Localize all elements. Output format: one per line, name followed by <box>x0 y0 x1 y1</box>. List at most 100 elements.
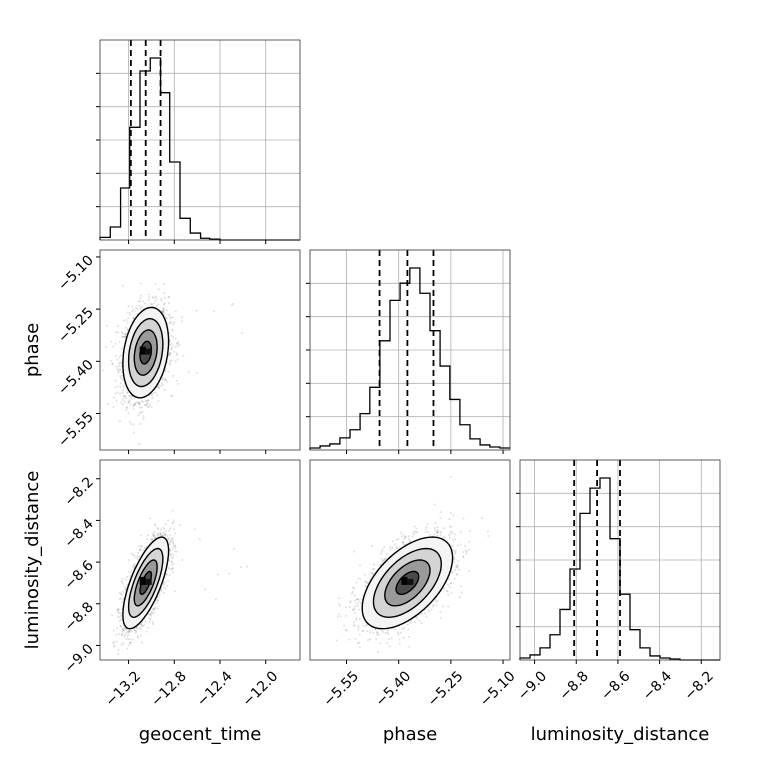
scatter-point <box>151 296 154 299</box>
scatter-point <box>116 391 119 394</box>
scatter-point <box>116 609 119 612</box>
scatter-point <box>216 573 219 576</box>
scatter-point <box>170 568 173 571</box>
scatter-point <box>160 381 163 384</box>
scatter-point <box>152 534 155 537</box>
scatter-point <box>172 546 175 549</box>
scatter-point <box>118 633 121 636</box>
scatter-point <box>116 367 119 370</box>
scatter-point <box>157 303 160 306</box>
scatter-point <box>170 537 173 540</box>
scatter-point <box>167 296 170 299</box>
scatter-point <box>120 365 123 368</box>
scatter-point <box>111 362 114 365</box>
scatter-point <box>413 525 416 528</box>
density-peak-cell <box>145 578 152 585</box>
scatter-point <box>116 325 119 328</box>
scatter-point <box>156 533 159 536</box>
scatter-point <box>137 401 140 404</box>
scatter-point <box>151 537 154 540</box>
scatter-point <box>162 534 165 537</box>
scatter-point <box>127 412 130 415</box>
scatter-point <box>447 605 450 608</box>
scatter-point <box>134 310 137 313</box>
scatter-point <box>169 344 172 347</box>
scatter-point <box>127 402 130 405</box>
scatter-point <box>148 517 151 520</box>
scatter-point <box>115 633 118 636</box>
scatter-point <box>157 288 160 291</box>
scatter-point <box>133 629 136 632</box>
scatter-point <box>167 537 170 540</box>
hist-panel-geocent_time <box>96 39 301 241</box>
scatter-point <box>132 431 135 434</box>
density-peak-cell <box>145 348 152 355</box>
scatter-point <box>338 603 341 606</box>
scatter-point <box>167 529 170 532</box>
scatter-point <box>123 635 126 638</box>
scatter-point <box>174 550 177 553</box>
scatter-point <box>125 391 128 394</box>
scatter-point <box>135 629 138 632</box>
scatter-point <box>121 391 124 394</box>
scatter-point <box>123 629 126 632</box>
scatter-point <box>144 302 147 305</box>
scatter-point <box>129 638 132 641</box>
scatter-point <box>143 546 146 549</box>
scatter-point <box>127 633 130 636</box>
scatter-point <box>168 574 171 577</box>
scatter-point <box>147 298 150 301</box>
scatter-point <box>365 585 368 588</box>
scatter-point <box>146 399 149 402</box>
scatter-point <box>167 539 170 542</box>
scatter-point <box>170 343 173 346</box>
scatter-point <box>177 341 180 344</box>
scatter-point <box>169 548 172 551</box>
scatter-point <box>154 283 157 286</box>
scatter-point <box>168 352 171 355</box>
scatter-point <box>120 614 123 617</box>
scatter-point <box>114 386 117 389</box>
scatter-point <box>128 394 131 397</box>
scatter-point <box>401 541 404 544</box>
scatter-point <box>171 557 174 560</box>
scatter-point <box>166 538 169 541</box>
scatter-point <box>433 503 436 506</box>
scatter-point <box>168 363 171 366</box>
scatter-point <box>139 534 142 537</box>
scatter-point <box>124 633 127 636</box>
scatter-point <box>161 310 164 313</box>
scatter-point <box>120 331 123 334</box>
scatter-point <box>119 375 122 378</box>
scatter-point <box>122 384 125 387</box>
scatter-point <box>137 551 140 554</box>
scatter-point <box>122 394 125 397</box>
scatter-point <box>381 559 384 562</box>
scatter-point <box>182 354 185 357</box>
hist-panel-luminosity_distance <box>516 459 721 661</box>
scatter-point <box>138 545 141 548</box>
scatter-point <box>357 577 360 580</box>
scatter-point <box>174 310 177 313</box>
scatter-point <box>142 549 145 552</box>
scatter-point <box>174 345 177 348</box>
scatter-point <box>148 620 151 623</box>
scatter-point <box>167 580 170 583</box>
scatter-point <box>114 342 117 345</box>
scatter-point <box>164 574 167 577</box>
scatter-point <box>171 509 174 512</box>
scatter-point <box>149 618 152 621</box>
scatter-point <box>339 604 342 607</box>
scatter-point <box>127 638 130 641</box>
scatter-point <box>162 308 165 311</box>
scatter-point <box>134 563 137 566</box>
scatter-point <box>157 400 160 403</box>
scatter-point <box>177 382 180 385</box>
scatter-point <box>164 523 167 526</box>
scatter-point <box>116 609 119 612</box>
scatter-point <box>133 565 136 568</box>
scatter-point <box>171 329 174 332</box>
scatter-point <box>381 629 384 632</box>
scatter-point <box>125 631 128 634</box>
